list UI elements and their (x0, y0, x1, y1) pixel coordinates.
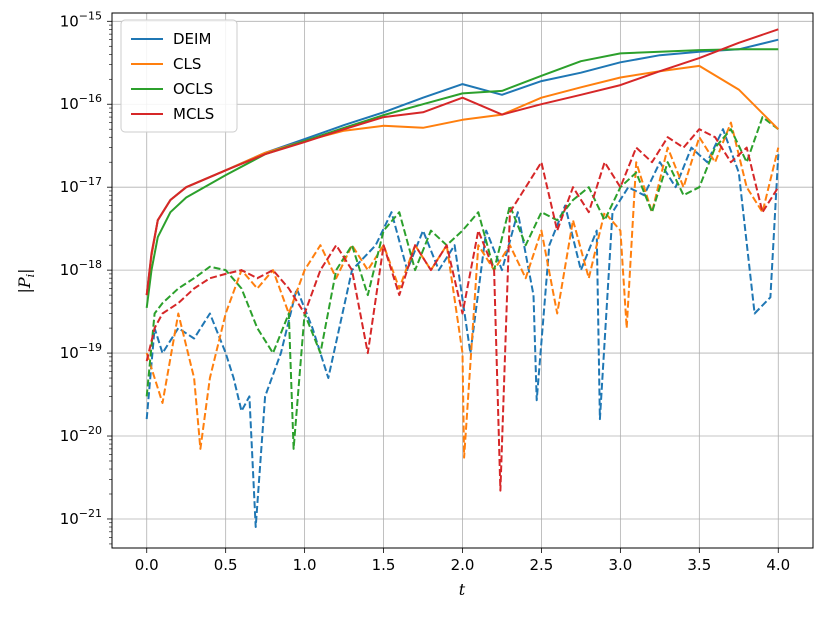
x-axis-label: t (459, 580, 466, 599)
y-tick-label: 10−17 (60, 175, 102, 196)
legend-label: CLS (173, 55, 201, 73)
grid (112, 13, 813, 548)
y-axis: 10−21 10−20 10−19 10−18 10−17 10−16 10−15 (60, 9, 112, 545)
x-tick-label: 3.0 (608, 556, 632, 574)
dashed-series-line-5 (145, 121, 780, 459)
x-tick-label: 2.5 (530, 556, 554, 574)
y-tick-label: 10−16 (60, 92, 102, 113)
x-axis: 0.0 0.5 1.0 1.5 2.0 2.5 3.0 3.5 4.0 (135, 548, 790, 574)
x-tick-label: 1.5 (372, 556, 396, 574)
series-line-ocls (145, 48, 779, 309)
legend: DEIM CLS OCLS MCLS (120, 19, 238, 133)
solid-series-group (145, 28, 780, 309)
x-tick-label: 2.0 (451, 556, 475, 574)
svg-text:|Pi|: |Pi| (15, 268, 37, 293)
y-tick-label: 10−20 (60, 424, 102, 445)
series-line-mcls (145, 28, 779, 296)
x-tick-label: 4.0 (766, 556, 790, 574)
x-tick-label: 3.5 (687, 556, 711, 574)
x-tick-label: 0.5 (214, 556, 238, 574)
legend-box (120, 19, 238, 133)
y-axis-label: |Pi| (15, 268, 37, 293)
y-tick-label: 10−15 (60, 9, 102, 30)
dashed-series-line-4 (145, 128, 780, 528)
dashed-series-group (145, 116, 780, 528)
legend-label: MCLS (173, 105, 214, 123)
y-tick-label: 10−21 (60, 507, 102, 528)
x-tick-label: 1.0 (293, 556, 317, 574)
y-tick-label: 10−19 (60, 341, 102, 362)
y-tick-label: 10−18 (60, 258, 102, 279)
legend-label: DEIM (173, 30, 211, 48)
x-tick-label: 0.0 (135, 556, 159, 574)
dashed-series-line-7 (145, 128, 780, 492)
legend-label: OCLS (173, 80, 213, 98)
